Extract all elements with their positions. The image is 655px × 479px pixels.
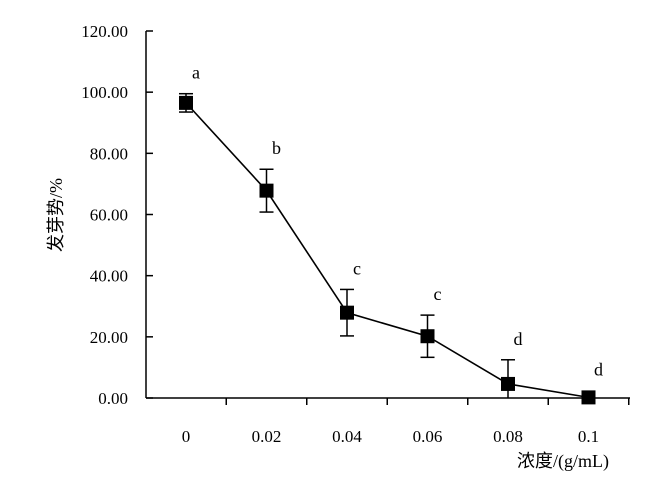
- significance-label: a: [192, 63, 200, 83]
- data-series: a b c c d d: [179, 63, 603, 405]
- data-point-marker: [340, 305, 354, 320]
- series-line: [185, 102, 589, 399]
- y-tick-label: 0.00: [98, 389, 128, 408]
- x-tick-label: 0.04: [332, 427, 362, 446]
- x-tick-label: 0.06: [413, 427, 443, 446]
- y-tick-label: 60.00: [90, 206, 128, 225]
- data-point-marker: [501, 376, 515, 391]
- x-axis: 0 0.02 0.04 0.06 0.08 0.1: [146, 397, 630, 446]
- significance-label: d: [594, 359, 603, 379]
- data-point-marker: [259, 183, 274, 198]
- y-tick-label: 100.00: [81, 83, 128, 102]
- x-tick-label: 0: [182, 427, 191, 446]
- significance-label: d: [514, 329, 523, 349]
- x-tick-label: 0.08: [493, 427, 523, 446]
- x-axis-title: 浓度/(g/mL): [517, 451, 609, 472]
- data-point-marker: [581, 390, 596, 405]
- y-tick-label: 20.00: [90, 328, 128, 347]
- y-axis: 0.00 20.00 40.00 60.00 80.00 100.00 120.00: [81, 22, 153, 408]
- significance-label: c: [434, 284, 442, 304]
- y-axis-title: 发芽势/%: [46, 178, 66, 252]
- data-point-marker: [420, 329, 435, 344]
- x-tick-label: 0.02: [252, 427, 282, 446]
- y-tick-label: 80.00: [90, 144, 128, 163]
- data-point-marker: [179, 95, 193, 110]
- significance-label: b: [272, 138, 281, 158]
- significance-label: c: [353, 258, 361, 278]
- y-tick-label: 120.00: [81, 22, 128, 41]
- y-tick-label: 40.00: [90, 267, 128, 286]
- x-tick-label: 0.1: [578, 427, 599, 446]
